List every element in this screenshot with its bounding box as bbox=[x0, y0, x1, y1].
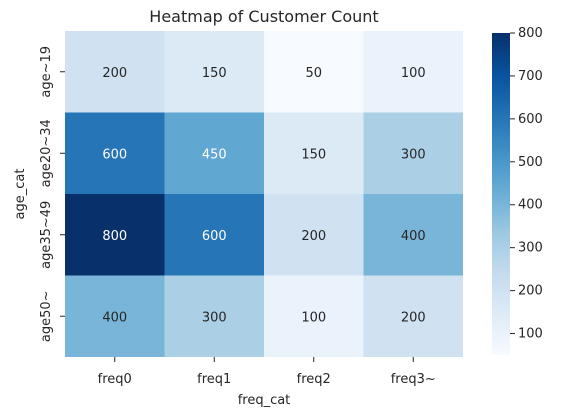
x-tick-label: freq1 bbox=[197, 372, 231, 387]
cell-value-label: 600 bbox=[102, 147, 127, 162]
cell-value-label: 200 bbox=[401, 310, 426, 325]
heatmap-cell-age20~34-freq1 bbox=[164, 112, 264, 194]
x-tick-label: freq0 bbox=[98, 372, 132, 387]
y-axis-label: age_cat bbox=[13, 169, 28, 220]
heatmap-cell-age35~49-freq3~ bbox=[363, 194, 463, 276]
heatmap-cell-age35~49-freq2 bbox=[264, 194, 364, 276]
y-tick-label: age35~49 bbox=[39, 201, 54, 269]
colorbar-tick-label: 700 bbox=[518, 69, 543, 84]
y-tick-label: age20~34 bbox=[39, 119, 54, 187]
cell-value-label: 200 bbox=[301, 229, 326, 244]
colorbar-tick-label: 400 bbox=[518, 198, 543, 213]
heatmap-cell-age~19-freq2 bbox=[264, 31, 364, 113]
cell-value-label: 800 bbox=[102, 229, 127, 244]
cell-value-label: 450 bbox=[202, 147, 227, 162]
heatmap-cell-age50~-freq2 bbox=[264, 275, 364, 357]
cell-value-label: 400 bbox=[401, 229, 426, 244]
x-tick-label: freq3~ bbox=[391, 372, 436, 387]
cell-value-label: 300 bbox=[202, 310, 227, 325]
heatmap-cell-age50~-freq3~ bbox=[363, 275, 463, 357]
heatmap-cells bbox=[65, 31, 463, 357]
colorbar-tick-label: 200 bbox=[518, 284, 543, 299]
x-axis-label: freq_cat bbox=[238, 393, 291, 408]
cell-value-label: 400 bbox=[102, 310, 127, 325]
cell-value-label: 50 bbox=[305, 66, 322, 81]
y-tick-label: age~19 bbox=[39, 46, 54, 98]
heatmap-cell-age20~34-freq2 bbox=[264, 112, 364, 194]
colorbar-tick-label: 300 bbox=[518, 241, 543, 256]
colorbar-tick-label: 100 bbox=[518, 327, 543, 342]
heatmap-cell-age20~34-freq3~ bbox=[363, 112, 463, 194]
cell-value-label: 200 bbox=[102, 66, 127, 81]
colorbar-tick-label: 500 bbox=[518, 155, 543, 170]
x-tick-label: freq2 bbox=[297, 372, 331, 387]
heatmap-cell-age50~-freq0 bbox=[65, 275, 165, 357]
cell-value-label: 300 bbox=[401, 147, 426, 162]
heatmap-cell-age~19-freq0 bbox=[65, 31, 165, 113]
cell-value-label: 100 bbox=[301, 310, 326, 325]
cell-labels: 200 150 50 100 600 450 150 300 800 600 200 400 400 30… bbox=[102, 66, 425, 326]
heatmap-cell-age35~49-freq0 bbox=[65, 194, 165, 276]
heatmap-cell-age~19-freq1 bbox=[164, 31, 264, 113]
cell-value-label: 600 bbox=[202, 229, 227, 244]
chart-title: Heatmap of Customer Count bbox=[149, 7, 378, 26]
cell-value-label: 100 bbox=[401, 66, 426, 81]
colorbar-tick-label: 800 bbox=[518, 26, 543, 41]
colorbar-tick-label: 600 bbox=[518, 112, 543, 127]
y-tick-label: age50~ bbox=[39, 290, 54, 342]
heatmap-cell-age35~49-freq1 bbox=[164, 194, 264, 276]
heatmap-cell-age~19-freq3~ bbox=[363, 31, 463, 113]
x-axis-ticks: freq0 freq1 freq2 freq3~ bbox=[98, 357, 436, 387]
y-axis-ticks: age~19 age20~34 age35~49 age50~ bbox=[39, 46, 65, 342]
heatmap-cell-age50~-freq1 bbox=[164, 275, 264, 357]
heatmap-cell-age20~34-freq0 bbox=[65, 112, 165, 194]
colorbar-ticks: 100 200 300 400 500 600 700 800 bbox=[510, 26, 543, 342]
cell-value-label: 150 bbox=[202, 66, 227, 81]
cell-value-label: 150 bbox=[301, 147, 326, 162]
colorbar bbox=[492, 33, 510, 355]
